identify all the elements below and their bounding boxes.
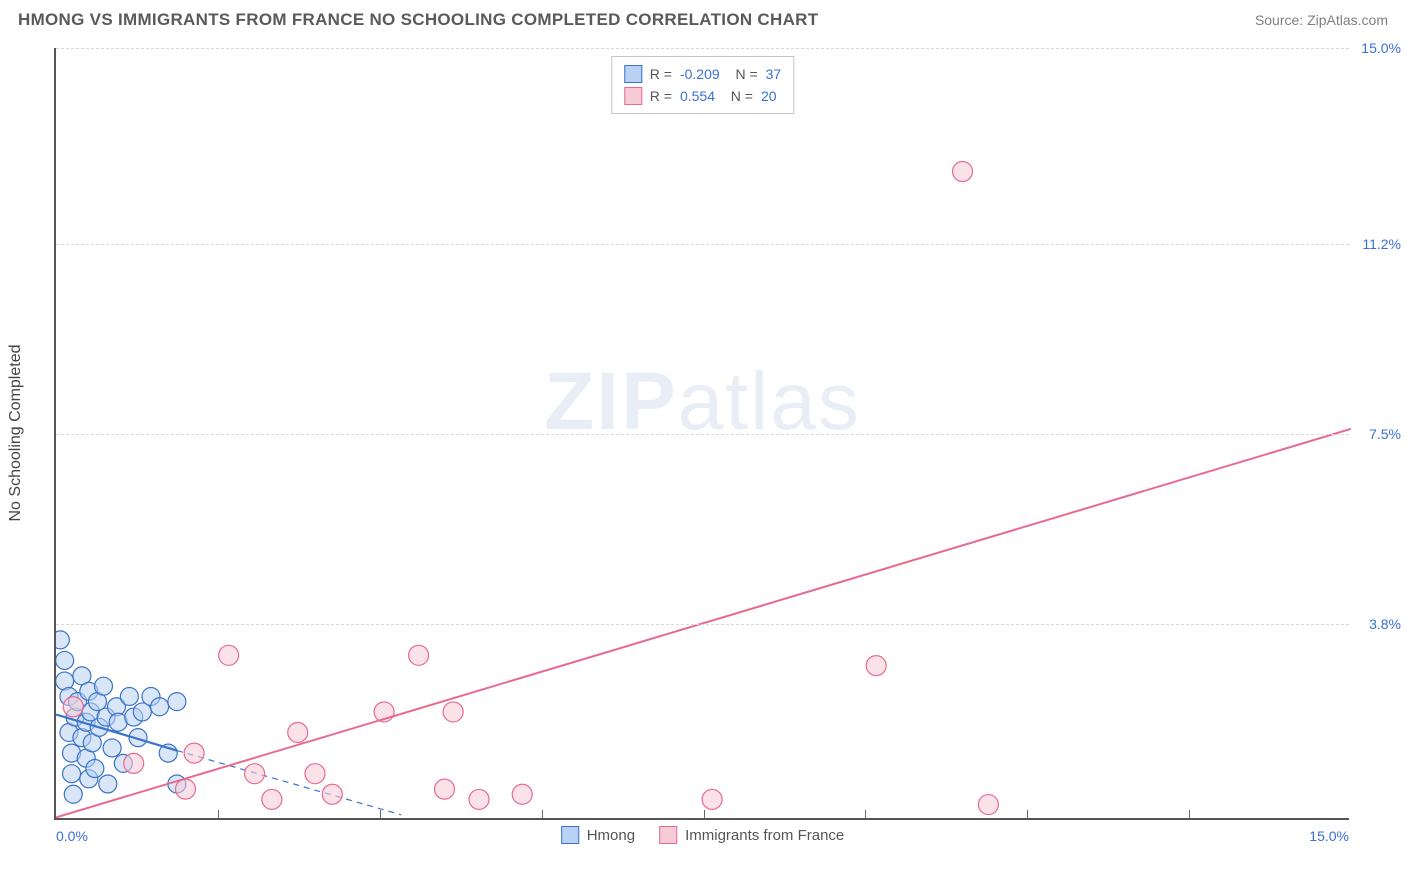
x-tick-last: 15.0% — [1309, 828, 1349, 844]
x-tick — [380, 810, 381, 818]
y-axis-label: No Schooling Completed — [7, 345, 25, 522]
x-tick — [1027, 810, 1028, 818]
legend-label: Immigrants from France — [685, 827, 844, 844]
chart-title: HMONG VS IMMIGRANTS FROM FRANCE NO SCHOO… — [18, 10, 818, 30]
source-attribution: Source: ZipAtlas.com — [1255, 12, 1388, 28]
x-tick — [704, 810, 705, 818]
n-value-france: 20 — [761, 88, 777, 104]
grid-line — [56, 48, 1349, 49]
plot-area: ZIPatlas No Schooling Completed R = -0.2… — [54, 48, 1349, 820]
swatch-icon — [561, 826, 579, 844]
legend-label: Hmong — [587, 827, 635, 844]
x-tick — [865, 810, 866, 818]
y-tick-label: 11.2% — [1362, 236, 1401, 252]
x-tick — [218, 810, 219, 818]
swatch-france — [624, 87, 642, 105]
x-tick — [542, 810, 543, 818]
grid-line — [56, 244, 1349, 245]
swatch-hmong — [624, 65, 642, 83]
y-tick-label: 15.0% — [1361, 40, 1401, 56]
swatch-icon — [659, 826, 677, 844]
header-bar: HMONG VS IMMIGRANTS FROM FRANCE NO SCHOO… — [0, 0, 1406, 36]
y-tick-label: 7.5% — [1369, 426, 1401, 442]
n-value-hmong: 37 — [766, 66, 782, 82]
grid-line — [56, 624, 1349, 625]
r-value-france: 0.554 — [680, 88, 715, 104]
legend-row-hmong: R = -0.209 N = 37 — [624, 63, 781, 85]
legend-item-france: Immigrants from France — [659, 826, 844, 844]
legend-row-france: R = 0.554 N = 20 — [624, 85, 781, 107]
grid-line — [56, 434, 1349, 435]
legend-series: Hmong Immigrants from France — [561, 826, 845, 844]
y-tick-label: 3.8% — [1369, 616, 1401, 632]
r-value-hmong: -0.209 — [680, 66, 720, 82]
legend-correlation-box: R = -0.209 N = 37 R = 0.554 N = 20 — [611, 56, 794, 114]
x-tick-first: 0.0% — [56, 828, 88, 844]
scatter-chart: ZIPatlas No Schooling Completed R = -0.2… — [54, 48, 1394, 838]
x-tick — [1189, 810, 1190, 818]
legend-item-hmong: Hmong — [561, 826, 635, 844]
watermark-text: ZIPatlas — [544, 355, 861, 449]
